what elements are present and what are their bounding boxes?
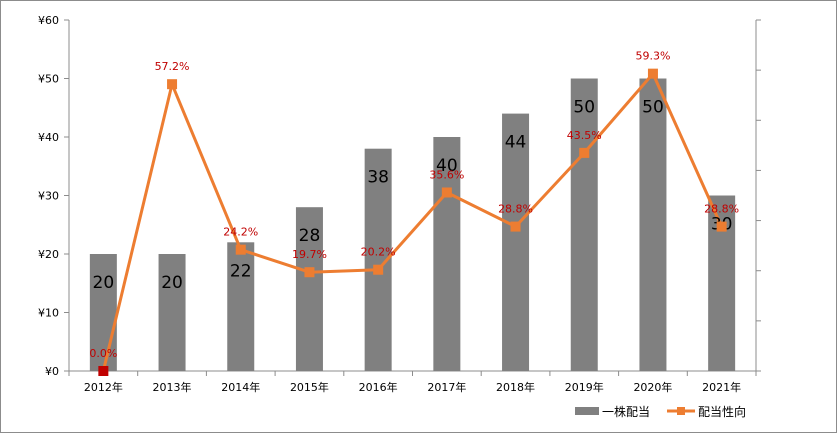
x-tick-label: 2016年 xyxy=(359,380,398,394)
x-tick-label: 2018年 xyxy=(496,380,535,394)
y-left-tick-label: ¥10 xyxy=(38,307,59,320)
legend-label: 配当性向 xyxy=(698,404,746,419)
bar-label: 50 xyxy=(573,98,595,118)
line-label: 28.8% xyxy=(498,203,533,216)
bar xyxy=(570,78,598,371)
line-marker xyxy=(304,267,315,278)
bar xyxy=(295,207,323,371)
x-tick-label: 2015年 xyxy=(290,380,329,394)
bar xyxy=(89,254,117,371)
line-label: 57.2% xyxy=(155,60,190,73)
line-marker xyxy=(510,221,521,232)
y-left-tick-label: ¥50 xyxy=(38,73,59,86)
line-label: 20.2% xyxy=(361,246,396,259)
x-tick-label: 2019年 xyxy=(565,380,604,394)
line-marker xyxy=(235,244,246,255)
legend-swatch-bar xyxy=(575,407,599,415)
x-tick-label: 2020年 xyxy=(633,380,672,394)
line-label: 43.5% xyxy=(567,129,602,142)
line-marker xyxy=(98,366,109,376)
line-label: 0.0% xyxy=(89,347,117,360)
line-marker xyxy=(716,221,727,232)
x-tick-label: 2012年 xyxy=(84,380,123,394)
legend-swatch-marker xyxy=(677,407,685,415)
line-marker xyxy=(647,68,658,79)
x-tick-label: 2021年 xyxy=(702,380,741,394)
bar xyxy=(433,137,461,371)
bar-label: 44 xyxy=(505,133,527,153)
line-label: 35.6% xyxy=(429,168,464,181)
y-left-tick-label: ¥20 xyxy=(38,248,59,261)
bar-label: 28 xyxy=(299,226,321,246)
line-series xyxy=(101,72,724,372)
y-left-tick-label: ¥40 xyxy=(38,131,59,144)
y-left-tick-label: ¥30 xyxy=(38,190,59,203)
line-label: 24.2% xyxy=(223,226,258,239)
line-marker xyxy=(441,187,452,198)
bar-label: 50 xyxy=(642,98,664,118)
line-marker xyxy=(167,79,178,90)
y-left-tick-label: ¥60 xyxy=(38,14,59,27)
line-label: 28.8% xyxy=(704,203,739,216)
line-marker xyxy=(373,264,384,275)
bar xyxy=(227,242,255,371)
line-label: 19.7% xyxy=(292,248,327,261)
bar xyxy=(158,254,186,371)
bar-label: 38 xyxy=(367,168,389,188)
bar-label: 20 xyxy=(93,273,115,293)
line-label: 59.3% xyxy=(635,50,670,63)
bar xyxy=(502,113,530,371)
bar-label: 20 xyxy=(161,273,183,293)
x-tick-label: 2017年 xyxy=(427,380,466,394)
x-tick-label: 2014年 xyxy=(221,380,260,394)
bar-label: 22 xyxy=(230,261,252,281)
bar-label: 40 xyxy=(436,156,458,176)
line-marker xyxy=(579,147,590,158)
x-tick-label: 2013年 xyxy=(153,380,192,394)
y-left-tick-label: ¥0 xyxy=(45,365,59,378)
legend-label: 一株配当 xyxy=(602,404,650,419)
bar xyxy=(639,78,667,371)
